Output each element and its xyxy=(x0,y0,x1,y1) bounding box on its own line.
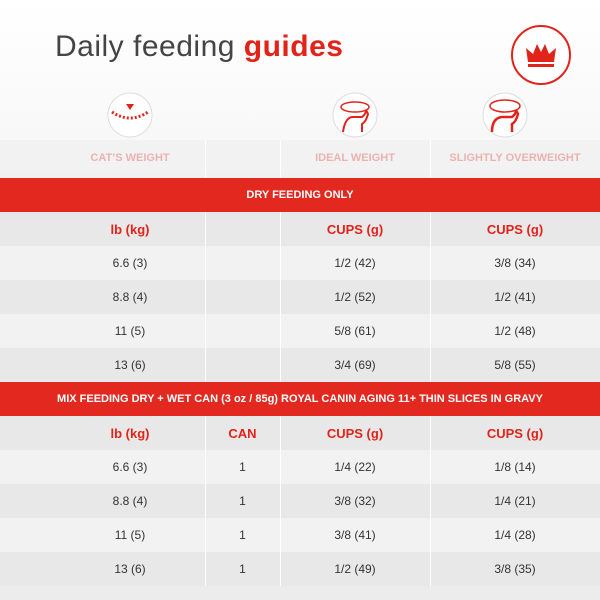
table-cell: 5/8 (55) xyxy=(494,358,536,372)
row-bg xyxy=(0,552,600,586)
row-bg xyxy=(0,484,600,518)
divider xyxy=(280,212,281,382)
table-cell: 13 (6) xyxy=(114,562,146,576)
table-cell: 1 xyxy=(239,494,246,508)
table-cell: 11 (5) xyxy=(114,324,146,338)
table-cell: 6.6 (3) xyxy=(112,256,148,270)
header-row-bg xyxy=(0,140,600,178)
table-cell: 1/2 (41) xyxy=(494,290,536,304)
table-cell: 3/8 (41) xyxy=(334,528,376,542)
table-cell: 3/4 (69) xyxy=(334,358,376,372)
logo xyxy=(511,25,571,85)
column-subheader: CUPS (g) xyxy=(326,221,384,237)
divider xyxy=(205,140,206,178)
row-bg xyxy=(0,314,600,348)
column-subheader: CUPS (g) xyxy=(486,425,544,441)
icons xyxy=(107,92,528,138)
column-subheader: lb (kg) xyxy=(110,425,150,441)
table-cell: 1/4 (28) xyxy=(494,528,536,542)
table-cell: 6.6 (3) xyxy=(112,460,148,474)
row-bg xyxy=(0,212,600,246)
divider xyxy=(205,416,206,586)
table-cell: 13 (6) xyxy=(114,358,146,372)
row-bg xyxy=(0,450,600,484)
table-cell: 1/2 (48) xyxy=(494,324,536,338)
table-cell: 1/4 (22) xyxy=(334,460,376,474)
column-subheader: CUPS (g) xyxy=(486,221,544,237)
table-cell: 8.8 (4) xyxy=(112,290,148,304)
row-bg xyxy=(0,246,600,280)
section-band: MIX FEEDING DRY + WET CAN (3 oz / 85g) R… xyxy=(0,382,600,416)
divider xyxy=(430,140,431,178)
row-bg xyxy=(0,518,600,552)
row-bg xyxy=(0,280,600,314)
divider xyxy=(205,212,206,382)
table-cell: 1/2 (49) xyxy=(334,562,376,576)
table-cell: 5/8 (61) xyxy=(334,324,376,338)
divider xyxy=(280,140,281,178)
table-cell: 1/2 (52) xyxy=(334,290,376,304)
table-cell: 1/8 (14) xyxy=(494,460,536,474)
table-cell: 1 xyxy=(239,460,246,474)
table-cell: 3/8 (35) xyxy=(494,562,536,576)
row-bg xyxy=(0,416,600,450)
divider xyxy=(430,416,431,586)
table-cell: 3/8 (34) xyxy=(494,256,536,270)
divider xyxy=(280,416,281,586)
table-cell: 1 xyxy=(239,562,246,576)
column-subheader: lb (kg) xyxy=(110,221,150,237)
title: Daily feeding guides xyxy=(55,30,343,64)
column-subheader: CUPS (g) xyxy=(326,425,384,441)
table-cell: 1 xyxy=(239,528,246,542)
table-cell: 8.8 (4) xyxy=(112,494,148,508)
row-bg xyxy=(0,348,600,382)
section-band: DRY FEEDING ONLY xyxy=(0,178,600,212)
table-cell: 3/8 (32) xyxy=(334,494,376,508)
title-bold: guides xyxy=(243,30,344,63)
column-subheader: CAN xyxy=(228,425,257,441)
table-cell: 1/2 (42) xyxy=(334,256,376,270)
table-cell: 11 (5) xyxy=(114,528,146,542)
title-plain: Daily feeding xyxy=(55,30,235,63)
table-cell: 1/4 (21) xyxy=(494,494,536,508)
divider xyxy=(430,212,431,382)
